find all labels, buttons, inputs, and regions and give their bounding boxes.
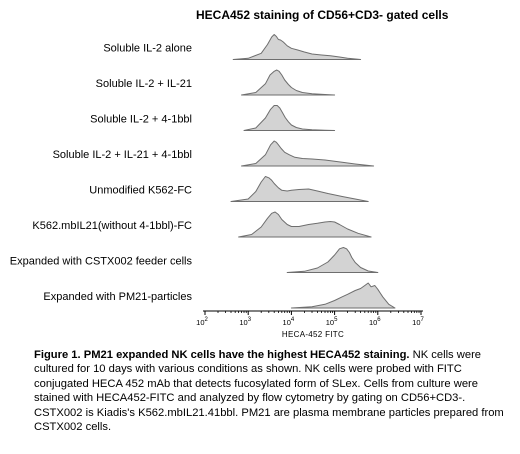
histogram-series xyxy=(286,247,379,273)
histogram-chart: Soluble IL-2 alone Soluble IL-2 + IL-21 So… xyxy=(10,34,425,339)
x-tick-label: 107 xyxy=(412,317,424,327)
histogram-series xyxy=(241,140,375,167)
histogram-series xyxy=(243,105,336,131)
x-tick-label: 105 xyxy=(326,317,338,327)
x-tick-label: 103 xyxy=(239,317,251,327)
histogram-series xyxy=(241,69,336,96)
figure-caption: Figure 1. PM21 expanded NK cells have th… xyxy=(34,348,504,434)
series-label: Expanded with PM21-particles xyxy=(43,291,192,303)
x-tick-label: 102 xyxy=(196,317,208,327)
series-label: K562.mbIL21(without 4-1bbl)-FC xyxy=(32,220,192,232)
x-tick-label: 104 xyxy=(283,317,295,327)
histogram-series xyxy=(238,211,372,238)
series-label: Soluble IL-2 + IL-21 xyxy=(96,78,192,90)
series-label: Expanded with CSTX002 feeder cells xyxy=(10,256,193,268)
histogram-series xyxy=(230,176,369,202)
x-tick-label: 106 xyxy=(369,317,381,327)
caption-bold: Figure 1. PM21 expanded NK cells have th… xyxy=(34,349,410,361)
chart-title: HECA452 staining of CD56+CD3- gated cell… xyxy=(196,8,449,22)
x-axis-label: HECA-452 FITC xyxy=(282,330,344,339)
series-label: Unmodified K562-FC xyxy=(89,185,192,197)
series-label: Soluble IL-2 + 4-1bbl xyxy=(90,114,192,126)
histogram-series xyxy=(232,34,362,60)
caption-body: NK cells were cultured for 10 days with … xyxy=(34,349,504,434)
series-label: Soluble IL-2 alone xyxy=(103,43,192,55)
histogram-series xyxy=(290,282,396,309)
series-label: Soluble IL-2 + IL-21 + 4-1bbl xyxy=(53,149,192,161)
